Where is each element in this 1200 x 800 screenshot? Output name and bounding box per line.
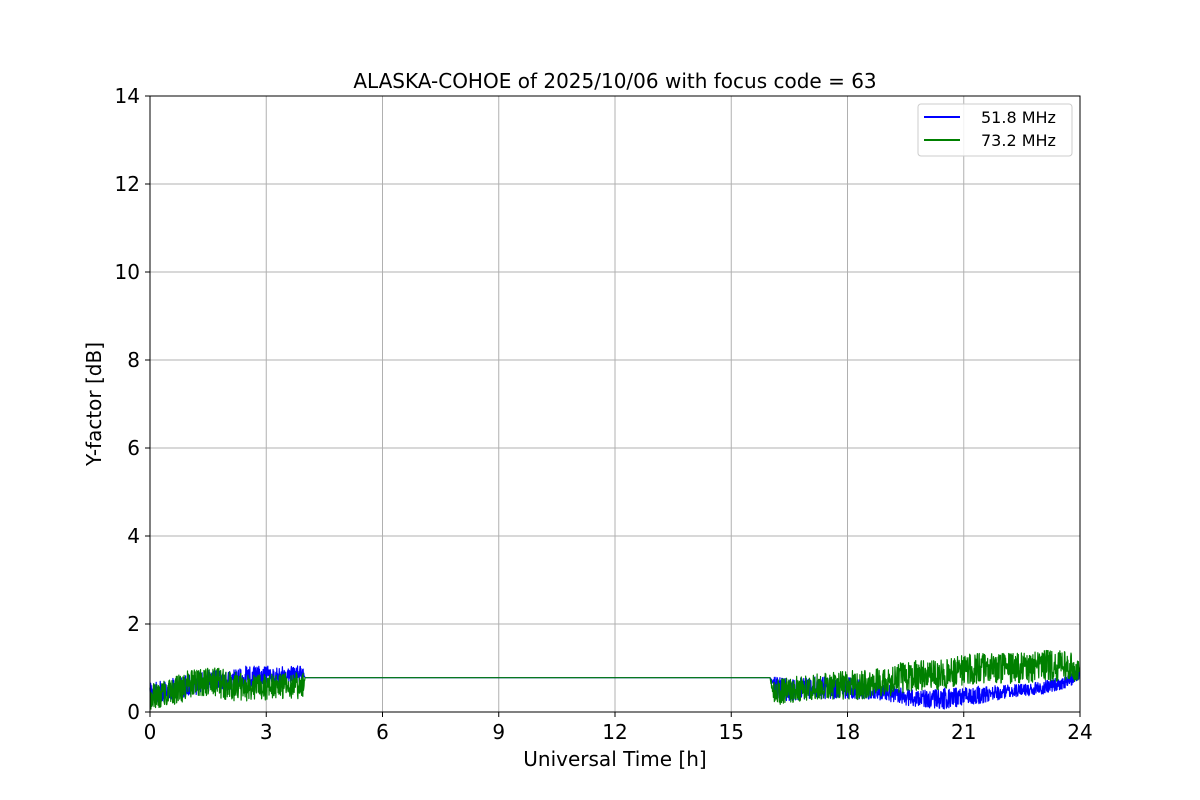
- y-tick-label: 2: [127, 612, 140, 636]
- y-tick-label: 14: [115, 84, 140, 108]
- x-tick-label: 21: [951, 720, 976, 744]
- x-tick-label: 3: [260, 720, 273, 744]
- x-axis-label: Universal Time [h]: [523, 747, 706, 771]
- x-axis-ticks: 0 3 6 9 12 15 18 21 24: [144, 712, 1093, 744]
- x-tick-label: 15: [719, 720, 744, 744]
- chart-title: ALASKA-COHOE of 2025/10/06 with focus co…: [353, 69, 876, 93]
- series-line-73-2-mhz: [149, 649, 1081, 710]
- series-layer: [149, 649, 1081, 710]
- legend-label-51-8-mhz: 51.8 MHz: [981, 108, 1056, 127]
- y-tick-label: 0: [127, 700, 140, 724]
- legend: 51.8 MHz 73.2 MHz: [917, 103, 1073, 157]
- x-tick-label: 24: [1067, 720, 1092, 744]
- y-tick-label: 12: [115, 172, 140, 196]
- y-axis-ticks: 0 2 4 6 8 10 12 14: [115, 84, 150, 724]
- x-tick-label: 9: [492, 720, 505, 744]
- y-tick-label: 8: [127, 348, 140, 372]
- legend-label-73-2-mhz: 73.2 MHz: [981, 131, 1056, 150]
- y-axis-label: Y-factor [dB]: [82, 342, 106, 467]
- y-tick-label: 6: [127, 436, 140, 460]
- y-tick-label: 4: [127, 524, 140, 548]
- y-tick-label: 10: [115, 260, 140, 284]
- x-tick-label: 18: [835, 720, 860, 744]
- x-tick-label: 6: [376, 720, 389, 744]
- x-tick-label: 0: [144, 720, 157, 744]
- x-tick-label: 12: [602, 720, 627, 744]
